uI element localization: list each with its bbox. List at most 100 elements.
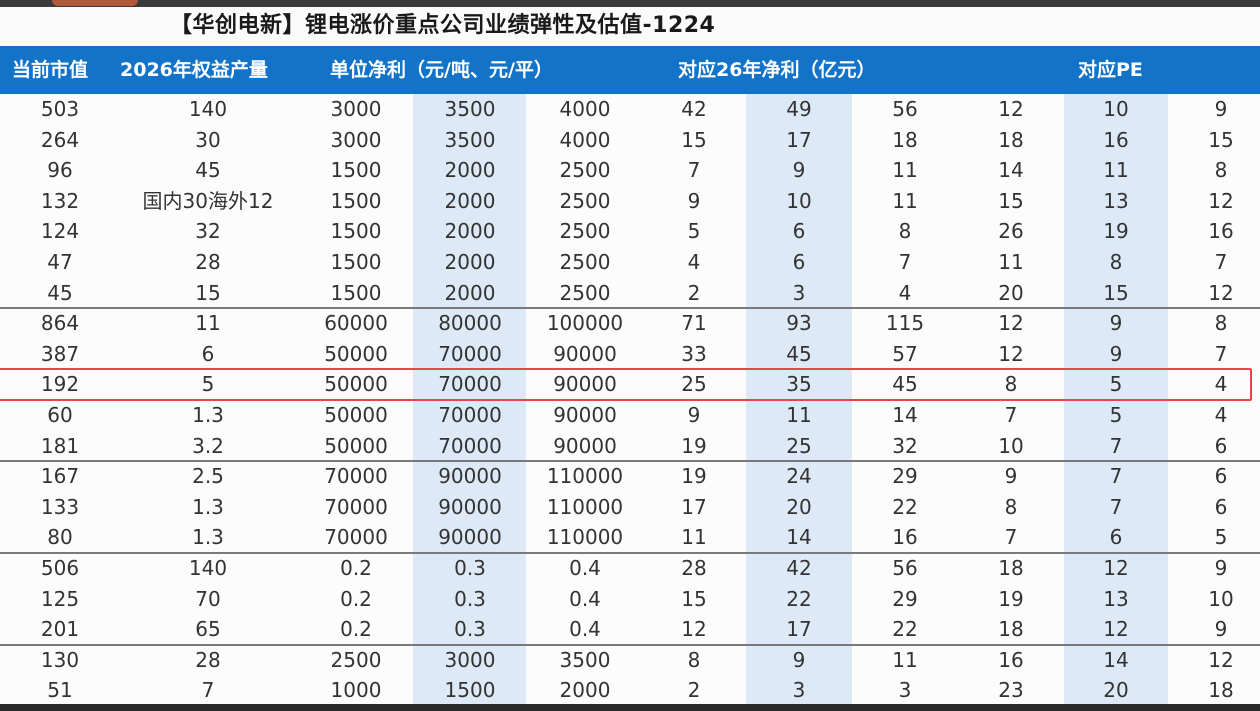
table-cell: 4 [687,250,701,274]
table-cell: 80000 [438,311,502,336]
table-cell: 9 [1109,341,1123,366]
table-cell: 11 [892,647,918,672]
table-cell: 17 [786,127,812,152]
top-bar [0,0,1260,7]
table-row: 201 65 0.2 0.3 0.4 12 17 22 18 12 9 [0,614,1260,645]
table-cell: 167 [40,464,80,489]
table-cell: 12 [681,617,707,642]
table-cell: 5 [1109,403,1123,427]
table-cell: 30 [195,127,221,152]
table-cell: 50000 [324,341,388,366]
table-cell: 9 [1214,617,1228,642]
table-cell: 2000 [444,280,496,305]
table-cell: 4 [1214,372,1228,397]
table-cell: 2000 [444,250,496,274]
table-cell: 29 [892,464,918,489]
table-cell: 16 [1208,219,1234,244]
table-cell: 2500 [559,158,611,183]
table-cell: 18 [998,556,1024,580]
table-cell: 12 [1103,556,1129,580]
table-cell: 15 [998,188,1024,213]
table-cell: 3.2 [192,433,224,458]
table-cell: 1.3 [192,403,224,427]
table-cell: 9 [792,158,806,183]
table-cell: 17 [786,617,812,642]
table-cell: 1500 [330,158,382,183]
group-separator [0,643,1260,646]
table-cell: 4000 [559,97,611,121]
table-cell: 19 [998,586,1024,611]
table-cell: 14 [998,158,1024,183]
table-cell: 32 [195,219,221,244]
table-cell: 14 [1103,647,1129,672]
table-cell: 70000 [438,341,502,366]
table-cell: 11 [892,188,918,213]
table-cell: 387 [40,341,80,366]
table-cell: 23 [998,678,1024,703]
table-cell: 9 [1214,556,1228,580]
table-cell: 11 [786,403,812,427]
table-cell: 10 [1208,586,1234,611]
table-row: 132 国内30海外12 1500 2000 2500 9 10 11 15 13 12 [0,186,1260,217]
table-cell: 24 [786,464,812,489]
table-cell: 6 [1109,525,1123,550]
table-cell: 2500 [559,219,611,244]
table-cell: 6 [1214,433,1228,458]
table-row: 96 45 1500 2000 2500 7 9 11 14 11 8 [0,155,1260,186]
table-cell: 12 [998,97,1024,121]
table-cell: 15 [1208,127,1234,152]
table-cell: 3000 [330,97,382,121]
table-cell: 115 [885,311,925,336]
table-cell: 50000 [324,403,388,427]
table-cell: 70000 [438,372,502,397]
table-cell: 12 [1208,280,1234,305]
table-cell: 11 [681,525,707,550]
table-cell: 1500 [330,188,382,213]
group-separator [0,552,1260,554]
table-cell: 70000 [324,464,388,489]
table-cell: 15 [681,586,707,611]
table-cell: 16 [998,647,1024,672]
table-row: 130 28 2500 3000 3500 8 9 11 16 14 12 [0,645,1260,676]
table-cell: 96 [47,158,73,183]
table-cell: 2000 [444,158,496,183]
table-cell: 28 [195,647,221,672]
table-row: 47 28 1500 2000 2500 4 6 7 11 8 7 [0,247,1260,278]
table-row: 181 3.2 50000 70000 90000 19 25 32 10 7 6 [0,431,1260,462]
table-cell: 130 [40,647,80,672]
table-cell: 28 [681,556,707,580]
table-cell: 25 [681,372,707,397]
table-cell: 6 [792,219,806,244]
table-cell: 192 [40,372,80,397]
table-cell: 22 [786,586,812,611]
table-cell: 1500 [330,250,382,274]
header-unit-profit: 单位净利（元/吨、元/平） [330,59,553,81]
table-cell: 3500 [444,127,496,152]
table-cell: 1000 [330,678,382,703]
table-cell: 60000 [324,311,388,336]
table-cell: 56 [892,556,918,580]
table-cell: 35 [786,372,812,397]
table-cell: 110000 [546,494,624,519]
table-cell: 47 [47,250,73,274]
table-cell: 0.4 [569,617,601,642]
header-capacity: 2026年权益产量 [120,59,268,81]
table-cell: 71 [681,311,707,336]
table-cell: 1500 [330,219,382,244]
table-cell: 8 [1004,494,1018,519]
table-cell: 5 [1109,372,1123,397]
table-cell: 25 [786,433,812,458]
table-cell: 11 [892,158,918,183]
table-row: 167 2.5 70000 90000 110000 19 24 29 9 7 6 [0,461,1260,492]
table-cell: 133 [40,494,80,519]
table-cell: 2500 [559,280,611,305]
table-cell: 18 [998,617,1024,642]
table-cell: 93 [786,311,812,336]
table-cell: 12 [998,341,1024,366]
table-cell: 15 [1103,280,1129,305]
table-cell: 2000 [444,188,496,213]
highlighted-row-box [0,368,1252,402]
table-cell: 13 [1103,586,1129,611]
column-stripe [1064,94,1168,711]
table-cell: 45 [195,158,221,183]
